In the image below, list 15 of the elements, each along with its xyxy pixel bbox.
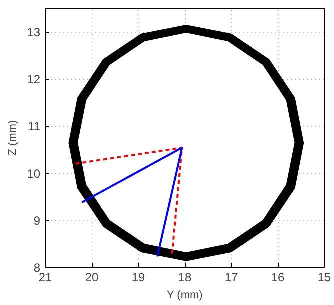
y-axis-title: Z (mm) — [7, 120, 20, 156]
x-tick-label: 20 — [85, 270, 99, 284]
y-tick-label: 13 — [27, 26, 41, 40]
y-tick-label: 8 — [34, 261, 41, 275]
x-axis-title: Y (mm) — [166, 290, 203, 302]
x-tick-label: 19 — [132, 270, 146, 284]
y-tick-label: 12 — [27, 72, 41, 87]
y-tick-label: 10 — [27, 166, 41, 181]
x-tick-label: 17 — [224, 270, 238, 284]
x-tick-label: 15 — [318, 270, 332, 284]
y-tick-label: 9 — [34, 214, 41, 228]
x-tick-label: 16 — [271, 270, 285, 284]
x-tick-label: 18 — [178, 270, 192, 284]
y-tick-label: 11 — [28, 120, 41, 134]
x-tick-label: 21 — [38, 270, 52, 284]
